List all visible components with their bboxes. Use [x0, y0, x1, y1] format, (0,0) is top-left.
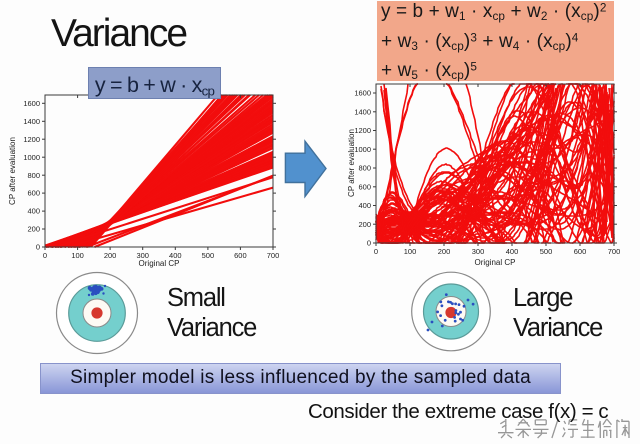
svg-text:500: 500	[202, 251, 215, 260]
svg-text:300: 300	[136, 251, 149, 260]
svg-text:400: 400	[27, 207, 40, 216]
svg-text:200: 200	[27, 225, 40, 234]
svg-text:200: 200	[438, 247, 451, 256]
svg-text:800: 800	[358, 164, 371, 173]
svg-text:400: 400	[358, 201, 371, 210]
svg-text:1000: 1000	[23, 153, 40, 162]
svg-text:800: 800	[27, 171, 40, 180]
svg-text:Original CP: Original CP	[139, 259, 180, 268]
svg-text:100: 100	[404, 247, 417, 256]
svg-text:1200: 1200	[23, 135, 40, 144]
svg-text:700: 700	[608, 247, 621, 256]
svg-text:100: 100	[71, 251, 84, 260]
svg-text:600: 600	[27, 189, 40, 198]
svg-text:1600: 1600	[23, 99, 40, 108]
svg-text:600: 600	[574, 247, 587, 256]
svg-text:0: 0	[367, 239, 371, 248]
svg-text:600: 600	[358, 182, 371, 191]
svg-text:0: 0	[43, 251, 47, 260]
svg-text:Original CP: Original CP	[475, 258, 516, 267]
svg-text:700: 700	[267, 251, 280, 260]
svg-text:1400: 1400	[354, 107, 371, 116]
svg-text:CP after evaluation: CP after evaluation	[347, 129, 356, 197]
svg-text:1600: 1600	[354, 89, 371, 98]
svg-text:200: 200	[358, 220, 371, 229]
svg-text:0: 0	[374, 247, 378, 256]
svg-text:200: 200	[104, 251, 117, 260]
svg-text:1000: 1000	[354, 145, 371, 154]
svg-text:0: 0	[36, 243, 40, 252]
svg-text:CP after evaluation: CP after evaluation	[8, 137, 17, 205]
svg-text:1400: 1400	[23, 117, 40, 126]
svg-text:600: 600	[234, 251, 247, 260]
svg-text:400: 400	[169, 251, 182, 260]
svg-text:400: 400	[506, 247, 519, 256]
svg-text:500: 500	[540, 247, 553, 256]
svg-text:300: 300	[472, 247, 485, 256]
svg-text:1200: 1200	[354, 126, 371, 135]
